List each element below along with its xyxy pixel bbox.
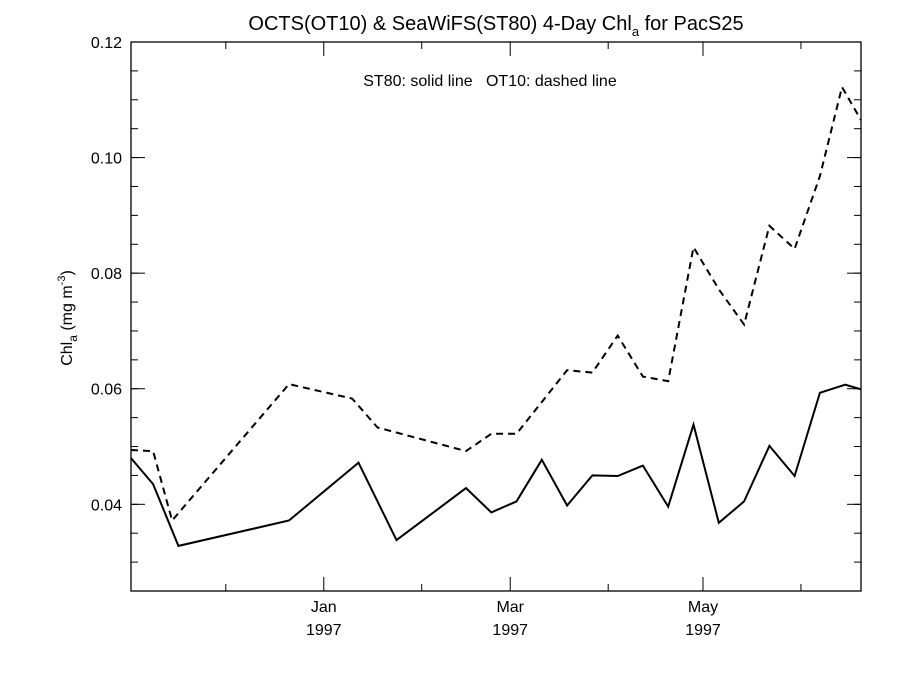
- chart-title-main: OCTS(OT10) & SeaWiFS(ST80) 4-Day Chl: [248, 13, 631, 35]
- y-axis-label: Chla (mg m-3): [56, 270, 80, 366]
- data-series: [130, 84, 862, 548]
- series-line-ot10: [130, 84, 862, 523]
- y-axis-label-main: Chl: [59, 342, 76, 366]
- x-tick-label-year: 1997: [492, 622, 528, 639]
- axis-ticks: 0.04 0.06 0.08 0.10 0.12 Jan 1997 Mar 1997 May 199…: [91, 35, 861, 639]
- chart-title-subscript: a: [632, 24, 640, 39]
- chart-title: OCTS(OT10) & SeaWiFS(ST80) 4-Day Chla fo…: [248, 13, 743, 39]
- x-tick-label-month: Mar: [496, 599, 524, 616]
- chart-title-tail: for PacS25: [639, 13, 744, 35]
- y-tick-label: 0.04: [91, 497, 122, 514]
- y-tick-label: 0.08: [91, 266, 122, 283]
- x-tick-label-month: Jan: [311, 599, 337, 616]
- series-line-st80: [130, 383, 862, 548]
- y-tick-label: 0.10: [91, 151, 122, 168]
- plot-frame: [130, 41, 862, 592]
- y-axis-label-subscript: a: [66, 335, 80, 342]
- x-tick-label-year: 1997: [685, 622, 721, 639]
- x-tick-label-year: 1997: [306, 622, 342, 639]
- y-tick-label: 0.06: [91, 382, 122, 399]
- line-style-legend: ST80: solid line OT10: dashed line: [363, 73, 617, 90]
- x-tick-label-month: May: [688, 599, 718, 616]
- y-tick-label: 0.12: [91, 35, 122, 52]
- y-axis-label-close: ): [59, 270, 76, 275]
- y-axis-label-superscript: -3: [56, 276, 68, 286]
- y-axis-label-unit: (mg m: [59, 285, 76, 335]
